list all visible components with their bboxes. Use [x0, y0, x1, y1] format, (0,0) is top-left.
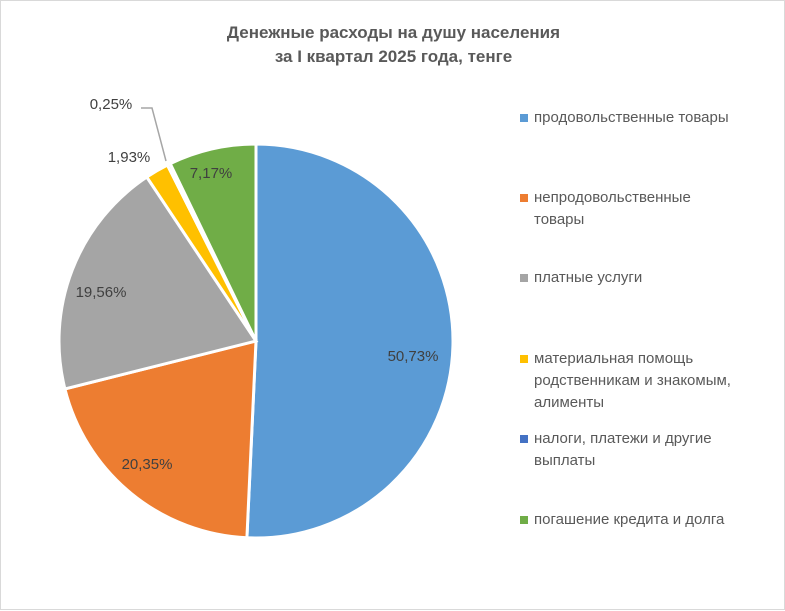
legend-swatch [520, 274, 528, 282]
data-label-3: 1,93% [108, 149, 151, 166]
legend-label: материальная помощь родственникам и знак… [534, 350, 731, 411]
chart-title-line-2: за I квартал 2025 года, тенге [274, 47, 513, 66]
legend-label: погашение кредита и долга [534, 511, 725, 528]
legend-label: налоги, платежи и другие выплаты [534, 430, 712, 469]
data-label-0: 50,73% [388, 348, 439, 365]
legend-swatch [520, 516, 528, 524]
pie-slice-2 [57, 174, 259, 391]
data-label-4: 0,25% [90, 96, 133, 113]
legend-label: продовольственные товары [534, 109, 729, 126]
legend-label: платные услуги [534, 269, 643, 286]
leader-line [141, 107, 167, 162]
legend-swatch [520, 355, 528, 363]
legend-label: непродовольственные товары [534, 189, 691, 228]
pie-slice-1 [63, 339, 258, 540]
legend-swatch [520, 435, 528, 443]
data-label-2: 19,56% [76, 284, 127, 301]
pie-slice-5 [168, 142, 258, 342]
chart-title-line-1: Денежные расходы на душу населения [226, 23, 561, 42]
pie-slice-0 [245, 142, 455, 540]
legend-swatch [520, 194, 528, 202]
data-label-1: 20,35% [122, 456, 173, 473]
legend-swatch [520, 114, 528, 122]
chart-title: Денежные расходы на душу населения за I … [1, 21, 785, 69]
data-label-5: 7,17% [190, 165, 233, 182]
